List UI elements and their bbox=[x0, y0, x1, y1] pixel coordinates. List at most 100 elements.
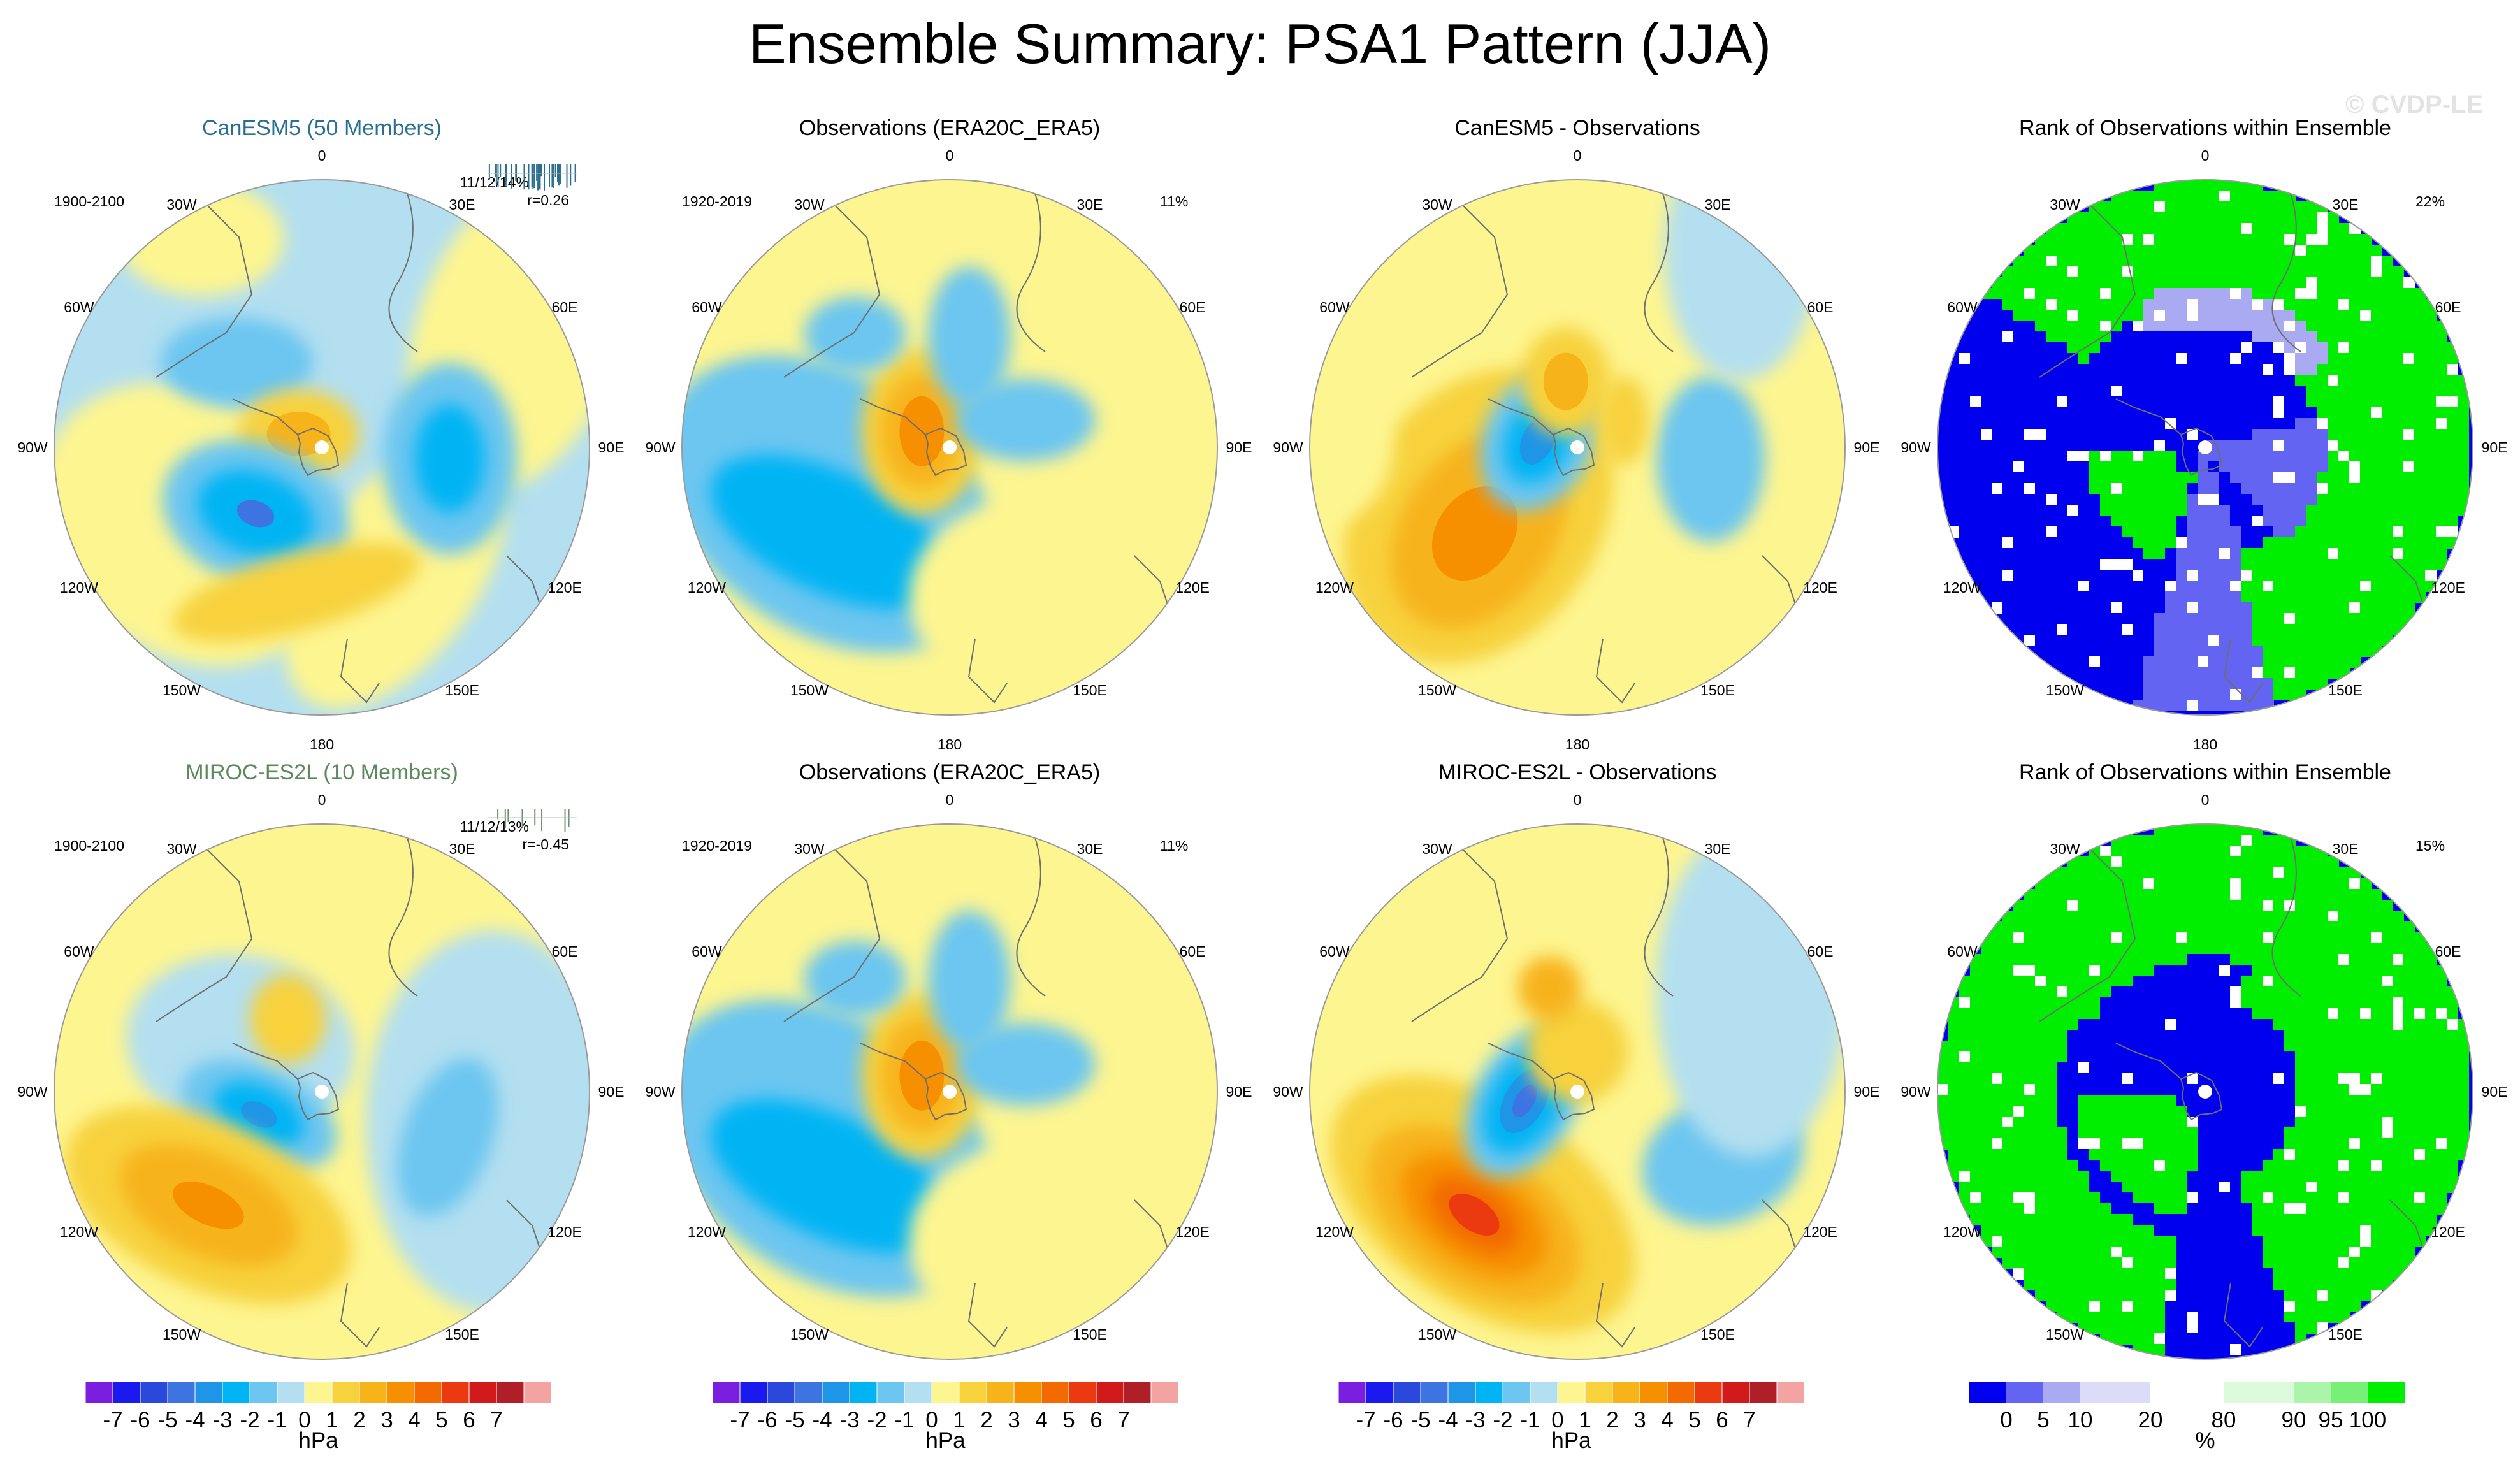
rank-cell bbox=[2035, 889, 2046, 900]
rank-cell bbox=[1981, 1127, 1992, 1139]
rank-cell bbox=[2230, 943, 2241, 955]
rank-cell bbox=[2035, 429, 2046, 440]
longitude-label: 150E bbox=[445, 1326, 479, 1343]
rank-cell bbox=[2393, 353, 2404, 365]
coastline bbox=[1411, 205, 1509, 378]
rank-cell bbox=[2219, 835, 2231, 846]
rank-cell bbox=[2100, 234, 2111, 245]
colorbar-tick-label: 2 bbox=[980, 1408, 992, 1433]
rank-cell bbox=[2284, 867, 2296, 879]
rank-cell bbox=[2143, 396, 2155, 408]
rank-cell bbox=[2338, 954, 2350, 965]
colorbar-tick-label: 1 bbox=[953, 1408, 965, 1433]
rank-cell bbox=[2371, 591, 2382, 603]
rank-cell bbox=[2100, 635, 2111, 646]
rank-cell bbox=[2219, 997, 2231, 1009]
rank-cell bbox=[2393, 1160, 2404, 1171]
rank-cell bbox=[2154, 856, 2166, 868]
rank-cell bbox=[2176, 900, 2187, 911]
contour-region bbox=[396, 1058, 498, 1217]
rank-cell bbox=[2035, 932, 2046, 944]
rank-cell bbox=[2241, 1062, 2252, 1074]
rank-cell bbox=[2349, 986, 2361, 998]
rank-cell bbox=[2263, 889, 2274, 900]
rank-cell bbox=[1992, 1160, 2003, 1171]
rank-cell bbox=[2252, 700, 2263, 711]
rank-cell bbox=[1992, 1041, 2003, 1052]
rank-cell bbox=[2024, 1192, 2036, 1204]
rank-cell bbox=[2317, 1312, 2328, 1323]
rank-cell bbox=[1981, 1062, 1992, 1074]
rank-cell bbox=[2035, 624, 2046, 635]
rank-cell bbox=[2165, 1192, 2176, 1204]
rank-cell bbox=[2133, 440, 2144, 451]
rank-cell bbox=[2263, 1019, 2274, 1030]
rank-cell bbox=[2338, 451, 2350, 462]
rank-cell bbox=[2100, 321, 2111, 332]
rank-cell bbox=[2436, 375, 2447, 386]
rank-cell bbox=[2024, 245, 2036, 256]
rank-cell bbox=[2133, 954, 2144, 965]
rank-cell bbox=[2187, 867, 2198, 879]
rank-cell bbox=[1992, 570, 2003, 581]
map-border bbox=[681, 179, 1218, 716]
rank-cell bbox=[2360, 559, 2372, 570]
rank-cell bbox=[2414, 1192, 2426, 1204]
rank-cell bbox=[2317, 537, 2328, 549]
rank-cell bbox=[2198, 494, 2209, 505]
rank-cell bbox=[2263, 932, 2274, 944]
rank-cell bbox=[2035, 559, 2046, 570]
rank-cell bbox=[2328, 889, 2339, 900]
rank-cell bbox=[2414, 965, 2426, 976]
rank-cell bbox=[2230, 1062, 2241, 1074]
rank-cell bbox=[2393, 1041, 2404, 1052]
rank-cell bbox=[1959, 1138, 1971, 1150]
rank-cell bbox=[1948, 1084, 1960, 1095]
rank-cell bbox=[2252, 667, 2263, 679]
rank-cell bbox=[2067, 472, 2079, 484]
rank-cell bbox=[2002, 1051, 2014, 1063]
rank-cell bbox=[2143, 386, 2155, 397]
rank-cell bbox=[2403, 1192, 2415, 1204]
rank-cell bbox=[2078, 310, 2090, 321]
rank-cell bbox=[2414, 1073, 2426, 1085]
rank-cell bbox=[2252, 867, 2263, 879]
rank-cell bbox=[2122, 1247, 2133, 1258]
rank-cell bbox=[2219, 1138, 2231, 1150]
rank-cell bbox=[2219, 375, 2231, 386]
longitude-label: 120W bbox=[1315, 579, 1354, 596]
rank-cell bbox=[2403, 331, 2415, 343]
rank-cell bbox=[2024, 1149, 2036, 1160]
rank-cell bbox=[2349, 624, 2361, 635]
rank-cell bbox=[2187, 1062, 2198, 1074]
rank-cell bbox=[2100, 516, 2111, 527]
rank-cell bbox=[2425, 1214, 2437, 1225]
rank-cell bbox=[2306, 375, 2317, 386]
rank-cell bbox=[2089, 440, 2101, 451]
rank-cell bbox=[2263, 856, 2274, 868]
longitude-label: 90W bbox=[1273, 1083, 1303, 1100]
contour-region bbox=[909, 496, 1164, 700]
rank-cell bbox=[2089, 353, 2101, 365]
rank-cell bbox=[1992, 1225, 2003, 1236]
rank-cell bbox=[2382, 526, 2393, 538]
rank-cell bbox=[2013, 591, 2025, 603]
rank-cell bbox=[2035, 440, 2046, 451]
rank-cell bbox=[2241, 299, 2252, 310]
rank-cell bbox=[2165, 878, 2176, 890]
rank-cell bbox=[2360, 1030, 2372, 1041]
rank-cell bbox=[2046, 1236, 2057, 1247]
rank-cell bbox=[2046, 1106, 2057, 1117]
rank-cell bbox=[2078, 212, 2090, 224]
rank-cell bbox=[2198, 1171, 2209, 1182]
rank-cell bbox=[2100, 986, 2111, 998]
rank-cell bbox=[2230, 570, 2241, 581]
rank-cell bbox=[2273, 911, 2285, 922]
rank-cell bbox=[2154, 921, 2166, 933]
rank-cell bbox=[2208, 472, 2220, 484]
rank-cell bbox=[2057, 613, 2068, 625]
rank-cell bbox=[2252, 635, 2263, 646]
rank-cell bbox=[2219, 1182, 2231, 1193]
rank-cell bbox=[2057, 537, 2068, 549]
rank-cell bbox=[2122, 889, 2133, 900]
